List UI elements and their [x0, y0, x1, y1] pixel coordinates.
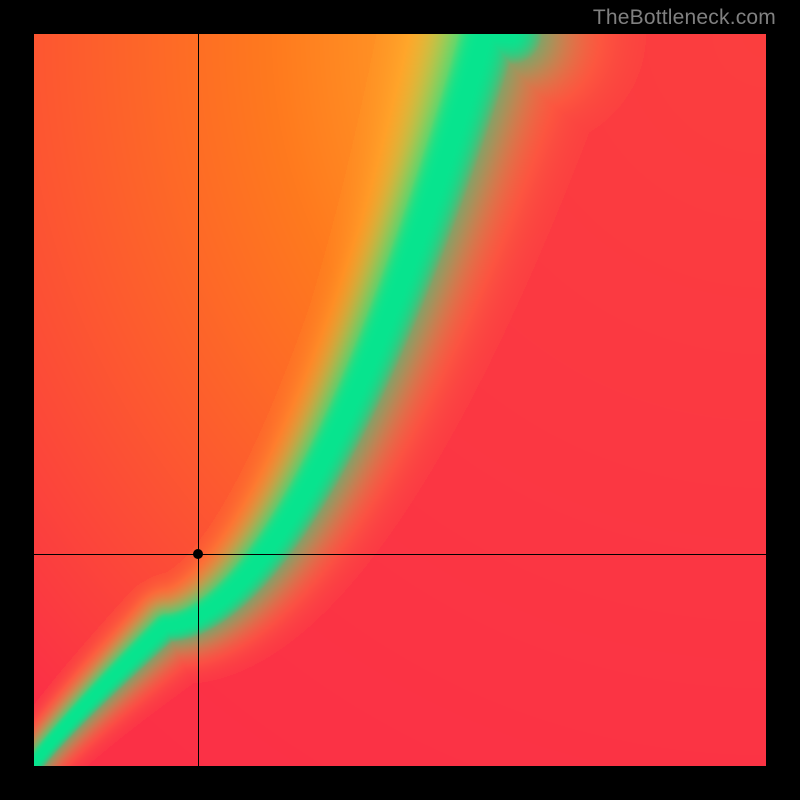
- watermark-text: TheBottleneck.com: [593, 6, 776, 30]
- crosshair-horizontal: [34, 554, 766, 555]
- data-point-marker: [193, 549, 203, 559]
- crosshair-vertical: [198, 34, 199, 766]
- heatmap-canvas: [34, 34, 766, 766]
- plot-area: [34, 34, 766, 766]
